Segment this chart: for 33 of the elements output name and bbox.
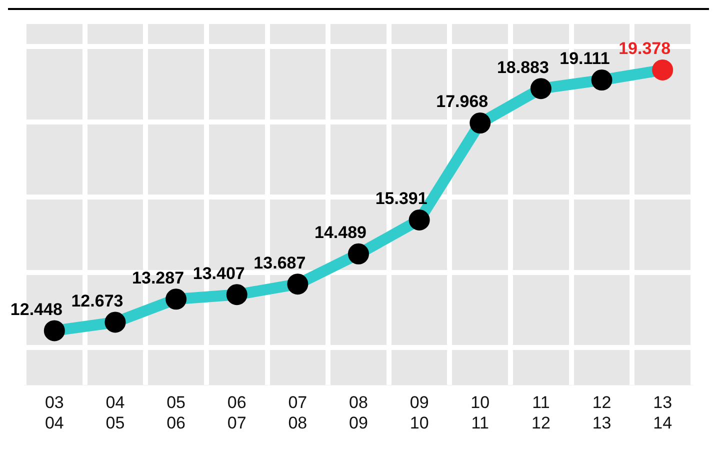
x-tick-label: 09 10 bbox=[410, 393, 429, 432]
data-label: 19.378 bbox=[618, 39, 671, 58]
x-tick-label: 13 14 bbox=[653, 393, 672, 432]
point bbox=[530, 78, 552, 100]
data-label: 13.407 bbox=[192, 264, 245, 283]
x-tick-label: 10 11 bbox=[470, 393, 490, 432]
point bbox=[166, 288, 187, 310]
x-tick-label: 03 04 bbox=[44, 393, 64, 432]
x-tick-label: 07 08 bbox=[288, 393, 308, 432]
x-tick-label: 11 12 bbox=[531, 393, 550, 432]
point bbox=[226, 284, 248, 306]
data-label: 13.287 bbox=[132, 268, 184, 288]
data-label: 18.883 bbox=[496, 58, 549, 77]
data-label: 12.448 bbox=[10, 300, 62, 319]
point bbox=[348, 243, 369, 264]
point bbox=[470, 112, 491, 134]
data-label: 15.391 bbox=[375, 189, 428, 208]
point bbox=[408, 209, 430, 230]
point bbox=[287, 274, 308, 295]
x-tick-label: 05 06 bbox=[166, 393, 186, 432]
point bbox=[591, 70, 612, 91]
data-label: 13.687 bbox=[254, 253, 306, 272]
data-label: 17.968 bbox=[436, 92, 488, 112]
data-label: 14.489 bbox=[314, 223, 366, 242]
x-tick-label: 06 07 bbox=[227, 393, 246, 432]
point bbox=[104, 312, 126, 333]
data-label: 12.673 bbox=[71, 291, 124, 310]
point bbox=[652, 59, 674, 80]
x-tick-label: 12 13 bbox=[592, 393, 612, 432]
data-label: 19.111 bbox=[560, 49, 610, 68]
point bbox=[44, 320, 65, 342]
x-tick-label: 04 05 bbox=[106, 393, 125, 432]
x-tick-label: 08 09 bbox=[349, 393, 368, 432]
